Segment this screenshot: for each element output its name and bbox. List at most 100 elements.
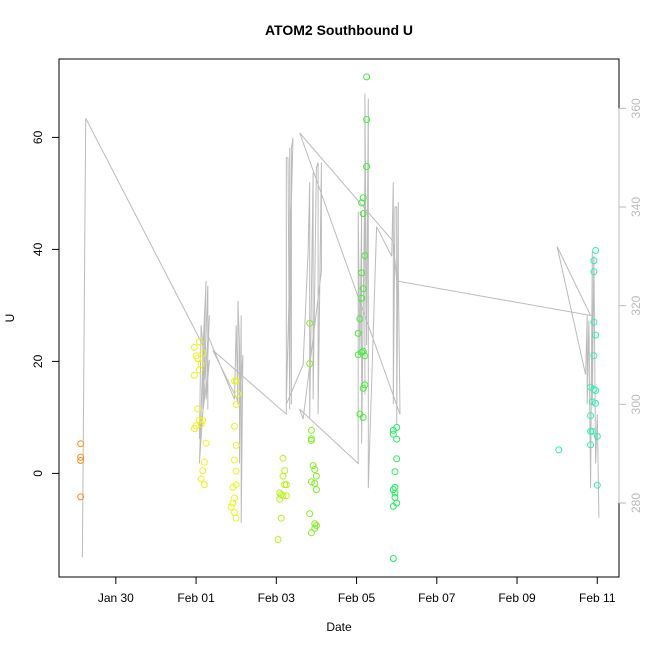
data-point bbox=[391, 468, 399, 476]
data-point bbox=[199, 416, 207, 424]
data-point bbox=[197, 360, 205, 368]
data-point bbox=[276, 495, 284, 503]
data-point bbox=[274, 536, 282, 543]
data-point bbox=[590, 352, 598, 360]
data-point bbox=[311, 520, 319, 528]
data-point bbox=[588, 398, 596, 406]
data-point bbox=[311, 524, 319, 532]
x-tick-label: Feb 01 bbox=[177, 591, 215, 605]
x-tick-label: Feb 03 bbox=[258, 591, 296, 605]
y2-tick-label: 360 bbox=[629, 98, 643, 118]
x-tick-label: Feb 05 bbox=[338, 591, 376, 605]
data-point bbox=[277, 491, 285, 499]
data-point bbox=[232, 481, 240, 489]
data-point bbox=[359, 347, 367, 355]
y-axis-left: 0 20 40 60 bbox=[31, 130, 60, 477]
data-point bbox=[232, 514, 240, 522]
data-point bbox=[190, 371, 198, 379]
data-point bbox=[588, 427, 596, 435]
data-point bbox=[593, 432, 601, 440]
data-point bbox=[590, 257, 598, 265]
data-point bbox=[77, 493, 85, 501]
data-point bbox=[306, 319, 314, 327]
data-point bbox=[307, 478, 315, 486]
data-point bbox=[358, 348, 366, 356]
data-point bbox=[312, 486, 320, 494]
data-point bbox=[77, 440, 85, 448]
data-point bbox=[234, 390, 242, 398]
data-point bbox=[232, 441, 240, 449]
data-point bbox=[389, 486, 397, 494]
secondary-series-lines bbox=[81, 93, 600, 558]
data-point bbox=[277, 514, 285, 522]
data-point bbox=[592, 331, 600, 339]
y2-tick-label: 320 bbox=[629, 295, 643, 315]
data-point bbox=[311, 466, 319, 473]
data-point bbox=[192, 422, 200, 430]
data-point bbox=[199, 349, 207, 357]
x-tick-label: Feb 07 bbox=[418, 591, 456, 605]
data-point bbox=[195, 416, 203, 424]
data-point bbox=[307, 529, 315, 537]
data-point bbox=[590, 385, 598, 393]
data-point bbox=[282, 492, 290, 500]
data-point bbox=[279, 454, 287, 462]
data-point bbox=[229, 499, 237, 507]
data-point bbox=[202, 439, 210, 447]
data-point bbox=[590, 268, 598, 276]
data-point bbox=[592, 247, 600, 254]
data-point bbox=[77, 457, 85, 464]
data-point bbox=[306, 360, 314, 368]
data-point bbox=[361, 381, 369, 389]
y-axis-label: U bbox=[3, 314, 17, 323]
data-point bbox=[200, 481, 208, 489]
y-tick-label: 20 bbox=[31, 354, 45, 368]
y2-tick-label: 300 bbox=[629, 394, 643, 414]
data-point bbox=[361, 252, 369, 260]
data-point bbox=[232, 377, 240, 385]
data-point bbox=[306, 510, 314, 518]
data-point bbox=[363, 163, 371, 170]
data-point bbox=[359, 384, 367, 392]
x-axis: Jan 30 Feb 01 Feb 03 Feb 05 Feb 07 Feb 09 Feb … bbox=[98, 576, 616, 605]
data-point bbox=[393, 435, 401, 443]
data-point bbox=[354, 329, 362, 337]
data-point bbox=[593, 481, 601, 489]
x-tick-label: Feb 09 bbox=[498, 591, 536, 605]
data-point bbox=[587, 441, 595, 449]
data-point bbox=[190, 343, 198, 351]
data-point bbox=[200, 458, 208, 466]
chart-title: ATOM2 Southbound U bbox=[265, 22, 413, 38]
data-point bbox=[307, 436, 315, 444]
data-point bbox=[194, 355, 202, 363]
data-point bbox=[195, 338, 203, 346]
data-point bbox=[309, 462, 317, 470]
x-tick-label: Jan 30 bbox=[98, 591, 134, 605]
data-point bbox=[356, 315, 364, 323]
data-point bbox=[279, 472, 287, 480]
y2-tick-label: 340 bbox=[629, 197, 643, 217]
data-point bbox=[197, 475, 205, 483]
data-point bbox=[232, 401, 240, 408]
data-point bbox=[358, 294, 366, 302]
y2-tick-label: 280 bbox=[629, 493, 643, 513]
data-point bbox=[587, 412, 595, 420]
y-tick-label: 60 bbox=[31, 130, 45, 144]
y-tick-label: 0 bbox=[31, 470, 45, 477]
data-point bbox=[199, 467, 207, 475]
data-point bbox=[231, 456, 238, 464]
data-point bbox=[227, 503, 235, 511]
secondary-line bbox=[81, 93, 600, 558]
data-point bbox=[359, 210, 367, 218]
data-point bbox=[391, 489, 399, 497]
data-point bbox=[592, 387, 600, 394]
data-point bbox=[359, 285, 367, 293]
data-point bbox=[363, 116, 371, 123]
scatter-points bbox=[77, 73, 601, 562]
y-tick-label: 40 bbox=[31, 242, 45, 256]
data-point bbox=[389, 430, 397, 438]
data-point bbox=[359, 413, 367, 421]
data-point bbox=[363, 73, 371, 81]
data-point bbox=[197, 420, 205, 428]
